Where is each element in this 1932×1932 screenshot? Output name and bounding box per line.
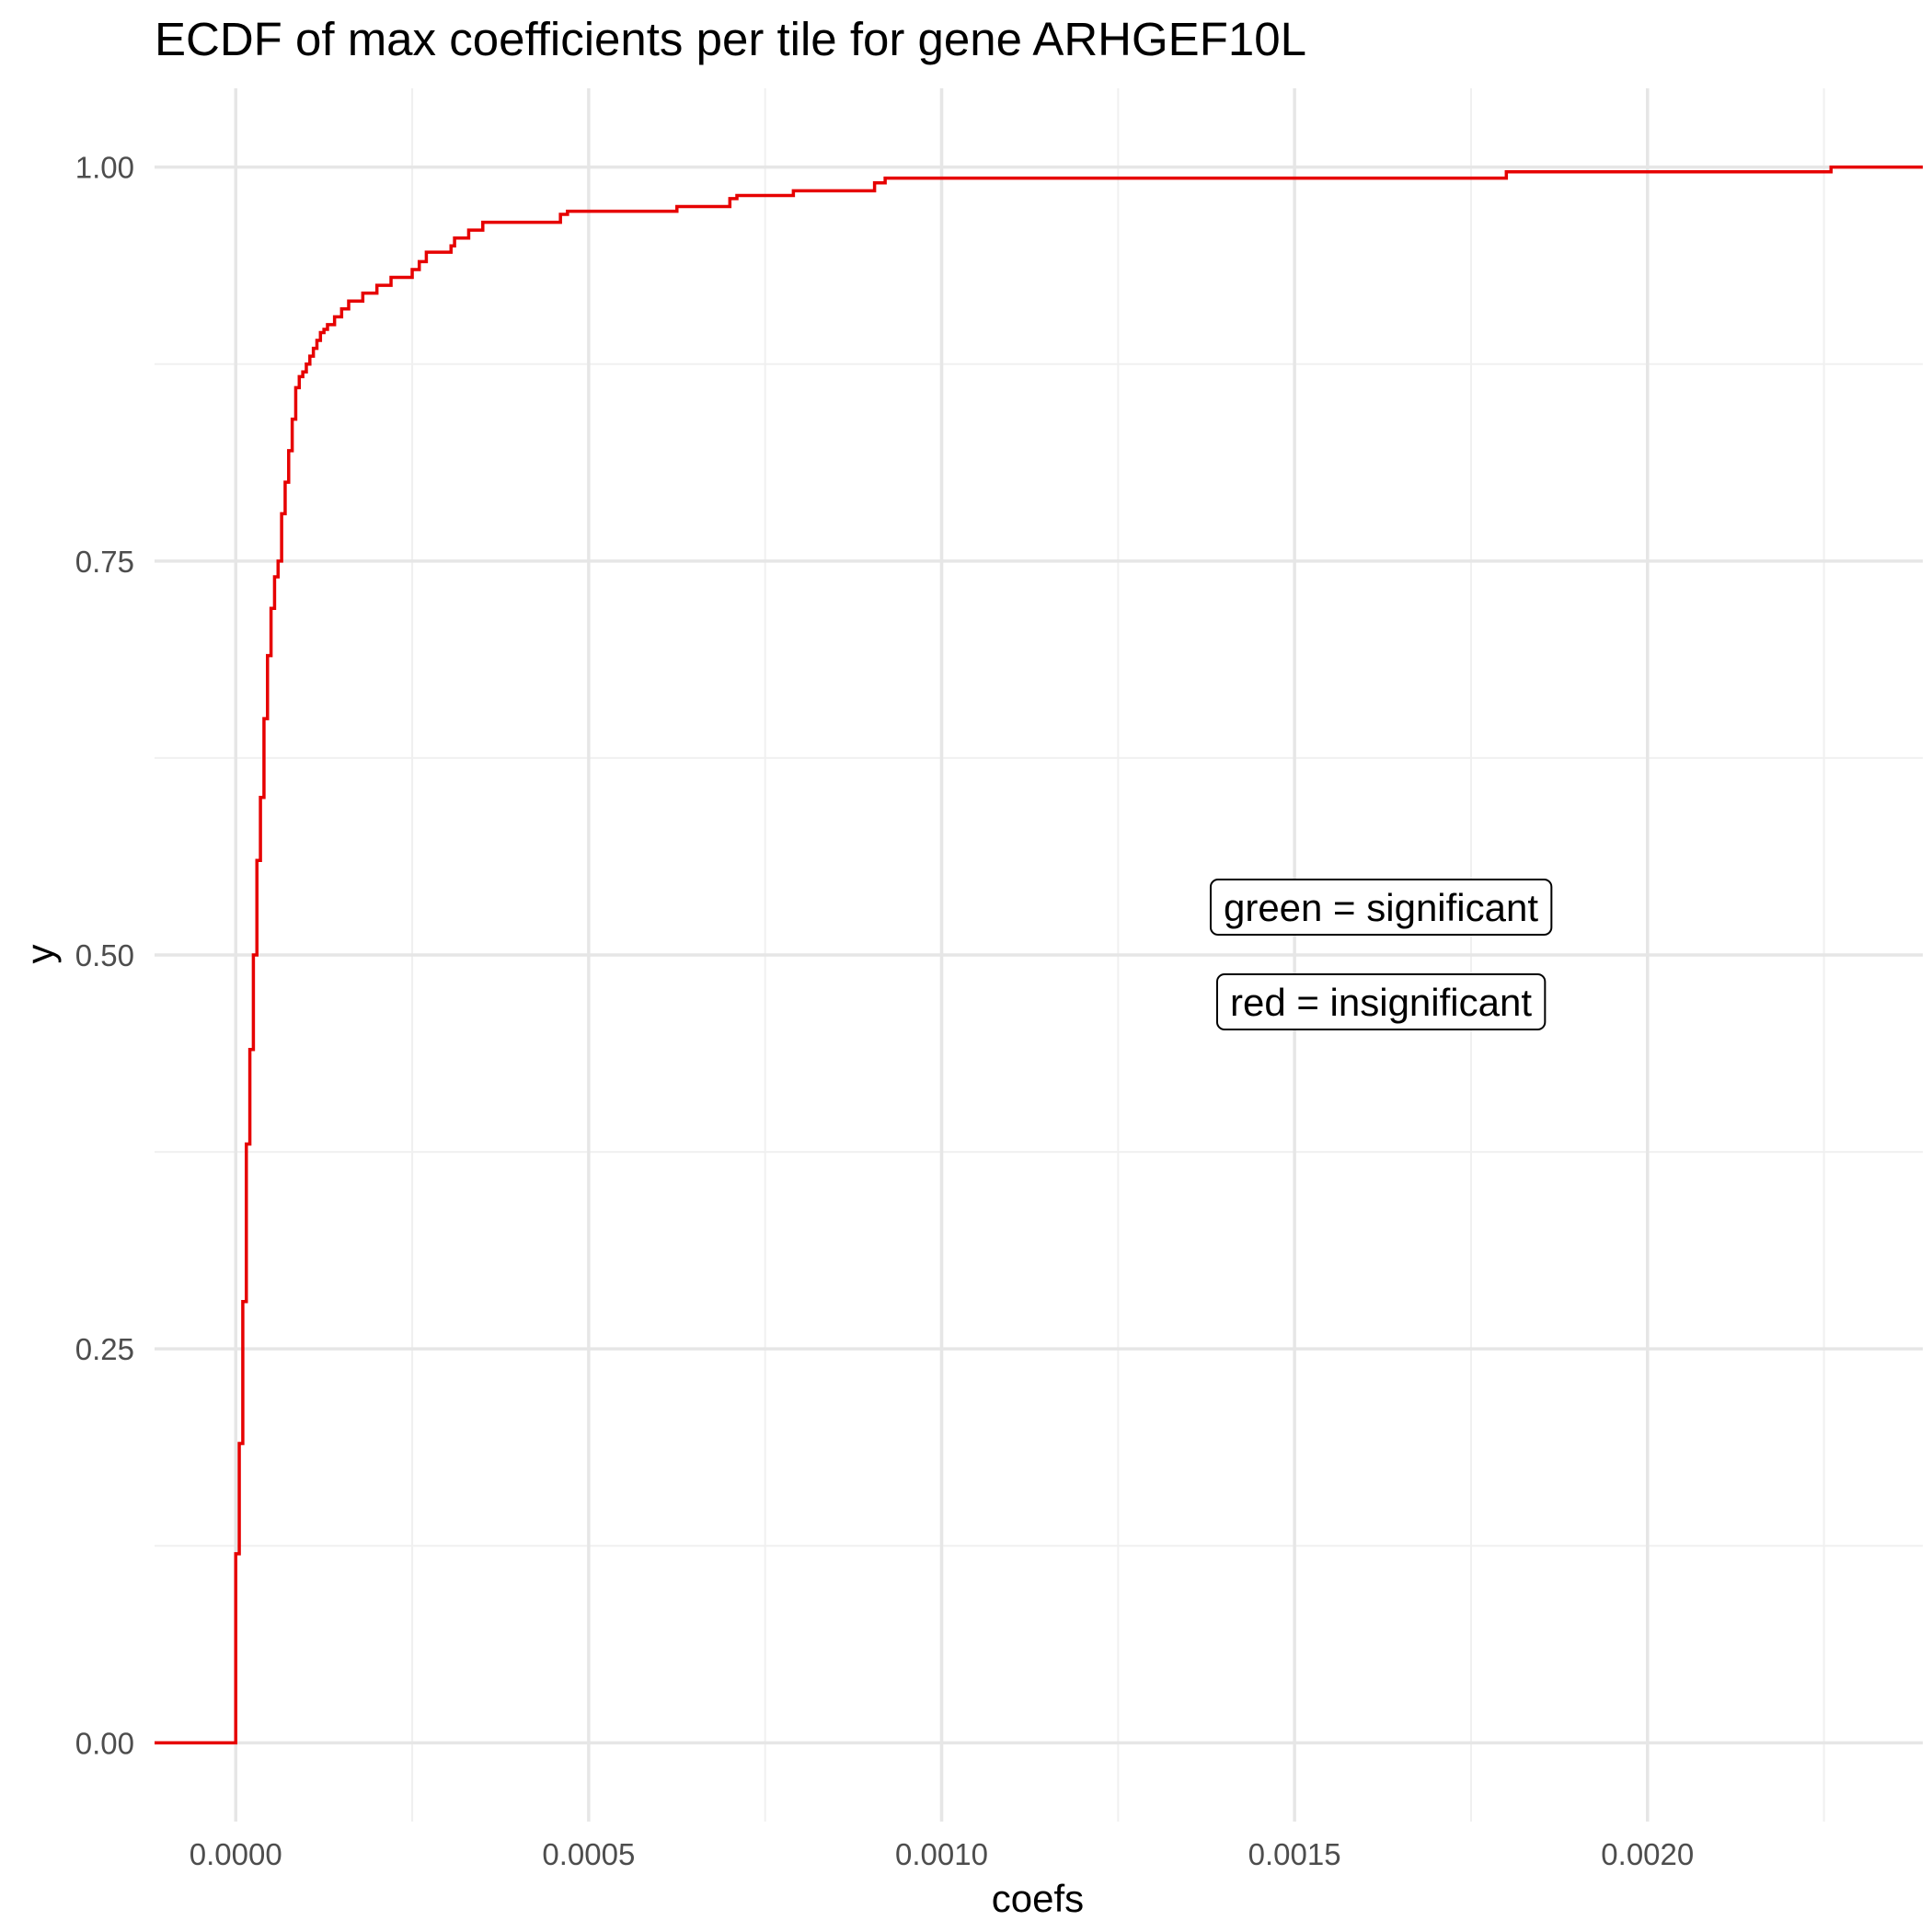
- x-axis-title: coefs: [992, 1877, 1084, 1920]
- x-tick-label: 0.0015: [1248, 1837, 1341, 1871]
- chart-title: ECDF of max coefficients per tile for ge…: [155, 13, 1306, 65]
- y-axis-title: y: [18, 945, 62, 964]
- y-tick-label: 0.00: [75, 1726, 134, 1760]
- x-tick-label: 0.0000: [190, 1837, 282, 1871]
- x-tick-labels: 0.0000 0.0005 0.0010 0.0015 0.0020: [190, 1837, 1694, 1871]
- x-tick-label: 0.0005: [542, 1837, 635, 1871]
- annotation-label: green = significant: [1209, 879, 1553, 936]
- y-tick-label: 0.25: [75, 1332, 134, 1366]
- annotation-box: [1209, 879, 1553, 936]
- annotation-box: [1215, 973, 1547, 1030]
- y-tick-label: 0.75: [75, 545, 134, 579]
- annotation-label: red = insignificant: [1215, 973, 1547, 1030]
- annotation-text: green = significant: [1224, 886, 1538, 929]
- annotation-labels: green = significant red = insignificant: [1209, 879, 1553, 1030]
- ecdf-series-line: [155, 165, 1923, 1745]
- x-tick-label: 0.0020: [1601, 1837, 1694, 1871]
- y-tick-labels: 0.00 0.25 0.50 0.75 1.00: [75, 151, 134, 1761]
- annotation-text: red = insignificant: [1230, 981, 1532, 1024]
- y-tick-label: 0.50: [75, 938, 134, 972]
- y-tick-label: 1.00: [75, 151, 134, 185]
- x-tick-label: 0.0010: [895, 1837, 988, 1871]
- grid-lines: [155, 88, 1923, 1822]
